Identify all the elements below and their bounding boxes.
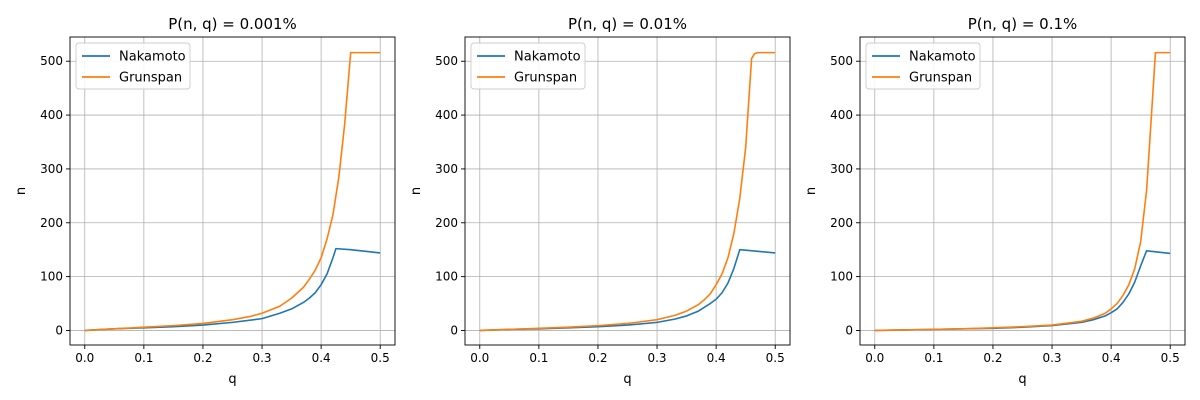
x-tick-label: 0.3 — [647, 351, 666, 365]
chart-title: P(n, q) = 0.001% — [168, 15, 297, 33]
legend: Nakamoto Grunspan — [865, 42, 981, 90]
series-line-grunspan — [874, 51, 1171, 332]
y-tick-label: 500 — [40, 54, 63, 68]
y-axis-label: n — [409, 187, 424, 195]
y-tick-label: 200 — [830, 216, 853, 230]
legend-label-nakamoto: Nakamoto — [909, 50, 976, 65]
x-tick-label: 0.5 — [766, 351, 785, 365]
y-tick-label: 100 — [435, 270, 458, 284]
x-tick-label: 0.1 — [529, 351, 548, 365]
series-line-grunspan — [84, 51, 381, 332]
chart-panel-3: 0.0 0.1 0.2 0.3 0.4 0.5 0 100 200 300 400 500 P(n, q… — [804, 15, 1186, 387]
y-axis-label: n — [804, 187, 819, 195]
x-tick-label: 0.0 — [470, 351, 489, 365]
chart-title: P(n, q) = 0.01% — [568, 15, 687, 33]
legend-label-grunspan: Grunspan — [909, 71, 972, 86]
x-tick-label: 0.2 — [588, 351, 607, 365]
series-line-grunspan — [479, 51, 776, 332]
y-tick-label: 100 — [40, 270, 63, 284]
chart-panel-1: 0.0 0.1 0.2 0.3 0.4 0.5 0 100 200 300 400 500 P(n, q… — [14, 15, 396, 387]
y-tick-label: 400 — [40, 108, 63, 122]
y-tick-label: 0 — [55, 323, 63, 337]
y-tick-label: 500 — [435, 54, 458, 68]
y-tick-label: 400 — [435, 108, 458, 122]
y-tick-label: 0 — [450, 323, 458, 337]
y-tick-label: 0 — [845, 323, 853, 337]
series-line-nakamoto — [84, 247, 381, 332]
x-tick-label: 0.2 — [193, 351, 212, 365]
x-tick-label: 0.3 — [252, 351, 271, 365]
x-tick-label: 0.3 — [1042, 351, 1061, 365]
legend: Nakamoto Grunspan — [75, 42, 191, 90]
x-tick-label: 0.2 — [983, 351, 1002, 365]
plot-frame — [859, 36, 1186, 346]
y-tick-label: 200 — [40, 216, 63, 230]
chart-panel-2: 0.0 0.1 0.2 0.3 0.4 0.5 0 100 200 300 400 500 P(n, q… — [409, 15, 791, 387]
legend: Nakamoto Grunspan — [470, 42, 586, 90]
y-tick-label: 100 — [830, 270, 853, 284]
x-tick-label: 0.4 — [707, 351, 726, 365]
y-tick-label: 200 — [435, 216, 458, 230]
y-tick-label: 400 — [830, 108, 853, 122]
legend-label-nakamoto: Nakamoto — [514, 50, 581, 65]
legend-label-nakamoto: Nakamoto — [119, 50, 186, 65]
y-tick-label: 500 — [830, 54, 853, 68]
x-axis-label: q — [228, 372, 236, 387]
x-tick-label: 0.5 — [371, 351, 390, 365]
series-line-nakamoto — [479, 248, 776, 332]
y-tick-label: 300 — [435, 162, 458, 176]
x-tick-label: 0.1 — [924, 351, 943, 365]
x-tick-label: 0.5 — [1161, 351, 1180, 365]
plot-frame — [464, 36, 791, 346]
y-axis-label: n — [14, 187, 29, 195]
y-tick-label: 300 — [830, 162, 853, 176]
y-tick-label: 300 — [40, 162, 63, 176]
x-tick-label: 0.0 — [865, 351, 884, 365]
x-tick-label: 0.1 — [134, 351, 153, 365]
x-tick-label: 0.4 — [1102, 351, 1121, 365]
legend-label-grunspan: Grunspan — [119, 71, 182, 86]
plot-frame — [69, 36, 396, 346]
x-tick-label: 0.0 — [75, 351, 94, 365]
legend-label-grunspan: Grunspan — [514, 71, 577, 86]
x-axis-label: q — [1018, 372, 1026, 387]
chart-title: P(n, q) = 0.1% — [968, 15, 1078, 33]
x-axis-label: q — [623, 372, 631, 387]
x-tick-label: 0.4 — [312, 351, 331, 365]
